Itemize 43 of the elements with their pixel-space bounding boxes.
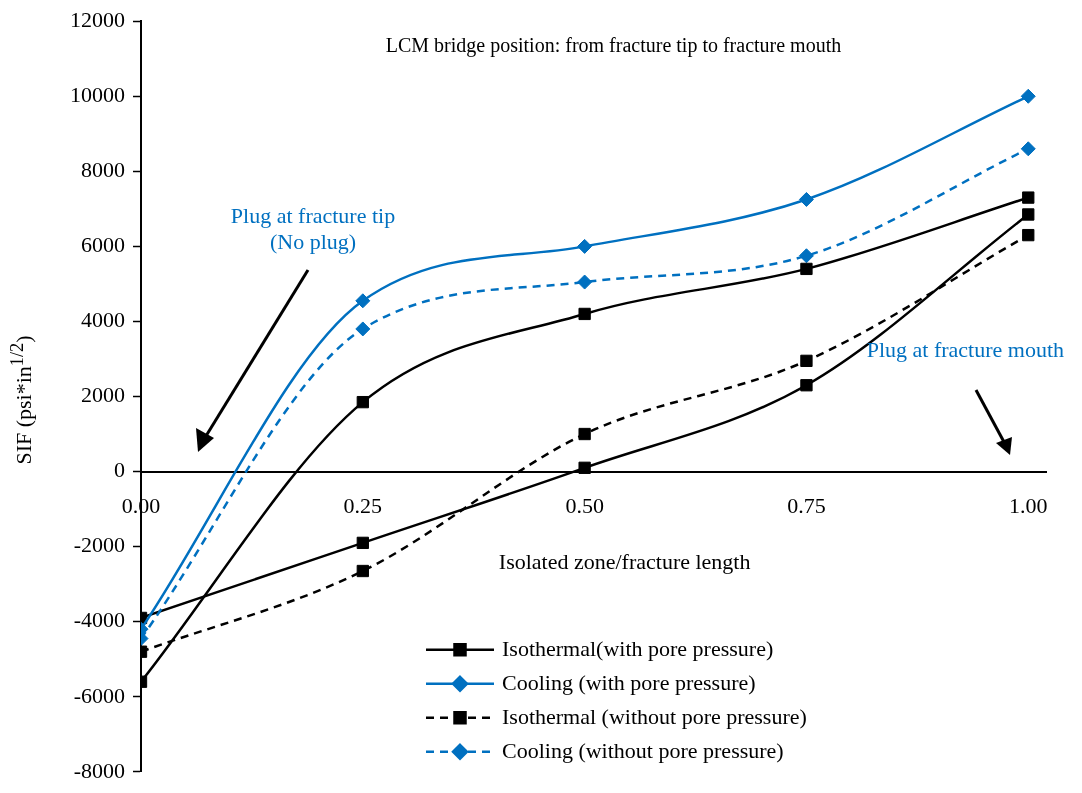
- x-tick-label: 1.00: [1009, 492, 1048, 518]
- point: [1022, 191, 1035, 204]
- x-tick-label: 0.50: [565, 492, 604, 518]
- point: [578, 307, 591, 321]
- y-tick-label: 8000: [81, 157, 125, 183]
- point: [1020, 141, 1036, 157]
- point: [1022, 208, 1035, 221]
- x-axis-title: Isolated zone/fracture length: [498, 549, 751, 575]
- y-tick-label: 4000: [81, 307, 125, 333]
- y-tick-label: -4000: [73, 607, 125, 633]
- point: [1022, 228, 1035, 242]
- point: [578, 461, 591, 474]
- point: [578, 427, 591, 441]
- y-tick-label: -2000: [73, 532, 125, 558]
- point: [355, 293, 371, 309]
- legend-label: Isothermal (without pore pressure): [502, 703, 807, 729]
- y-tick-label: 0: [114, 457, 125, 483]
- y-tick-label: 12000: [70, 6, 125, 32]
- legend-label: Isothermal(with pore pressure): [502, 635, 774, 661]
- y-tick-label: 2000: [81, 382, 125, 408]
- y-tick-label: 6000: [81, 232, 125, 258]
- point: [577, 238, 593, 254]
- legend-label: Cooling (without pore pressure): [502, 737, 784, 763]
- point: [800, 262, 813, 276]
- y-tick-label: -8000: [73, 757, 125, 783]
- point: [356, 395, 369, 409]
- annotation: Plug at fracture mouth: [866, 337, 1064, 363]
- point: [356, 536, 369, 550]
- legend-label: Cooling (with pore pressure): [502, 669, 756, 695]
- point: [1020, 88, 1036, 104]
- y-tick-label: -6000: [73, 682, 125, 708]
- point: [356, 564, 369, 578]
- y-tick-label: 10000: [70, 82, 125, 108]
- annotation: LCM bridge position: from fracture tip to fracture mouth: [385, 34, 842, 58]
- x-tick-label: 0.25: [343, 492, 383, 518]
- point: [577, 274, 593, 290]
- annotation: Plug at fracture tip (No plug): [230, 202, 396, 254]
- point: [798, 248, 814, 264]
- point: [800, 379, 813, 392]
- point: [800, 354, 813, 367]
- point: [798, 191, 814, 207]
- point: [355, 321, 371, 337]
- x-tick-label: 0.75: [787, 492, 826, 518]
